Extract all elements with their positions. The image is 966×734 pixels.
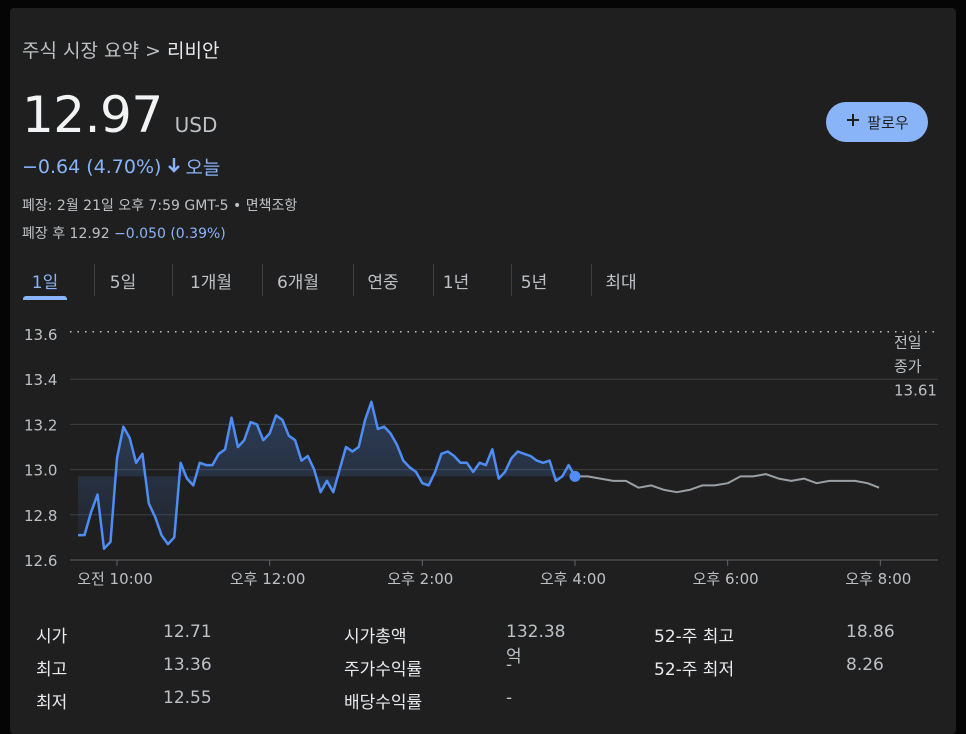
stat-row: 52-주 최저 8.26 (654, 655, 884, 680)
stat-value: 8.26 (846, 655, 884, 675)
active-tab-indicator (23, 296, 67, 300)
previous-close-label: 전일 (894, 334, 922, 352)
x-tick-label: 오후 8:00 (845, 570, 911, 588)
tab-separator (591, 264, 592, 296)
after-hours-price: 폐장 후 12.92 (22, 226, 110, 242)
series-line-regular (78, 400, 577, 550)
close-marker (569, 470, 581, 482)
tab-4[interactable]: 6개월 (276, 273, 320, 293)
stat-row: 시가 12.71 (36, 622, 212, 647)
y-tick-label: 13.0 (24, 462, 57, 480)
price-change-period: 오늘 (185, 157, 221, 179)
currency: USD (174, 113, 218, 137)
x-tick-label: 오후 12:00 (230, 570, 306, 588)
stock-panel (10, 8, 956, 734)
previous-close-label: 13.61 (894, 382, 937, 400)
tab-1[interactable]: 1일 (31, 273, 59, 293)
current-price: 12.97 (22, 86, 163, 144)
stat-label: 최고 (36, 660, 68, 680)
follow-label: 팔로우 (867, 113, 909, 132)
stat-value: - (506, 688, 513, 708)
stat-label: 주가수익률 (344, 660, 423, 680)
stat-row: 52-주 최고 18.86 (654, 622, 895, 647)
stat-row: 주가수익률 - (344, 655, 512, 680)
stat-label: 시가총액 (344, 627, 407, 647)
after-hours-change: −0.050 (0.39%) (114, 226, 226, 242)
tab-7[interactable]: 5년 (520, 273, 548, 293)
tab-separator (262, 264, 263, 296)
y-tick-label: 12.8 (24, 507, 57, 525)
tab-separator (511, 264, 512, 296)
breadcrumb-separator: > (145, 40, 161, 62)
x-tick-label: 오후 6:00 (693, 570, 759, 588)
x-tick-label: 오후 4:00 (540, 570, 606, 588)
stat-row: 시가총액 132.38억 (344, 622, 565, 667)
breadcrumb: 주식 시장 요약 > 리비안 (22, 36, 219, 63)
stat-label: 52-주 최저 (654, 660, 735, 680)
breadcrumb-parent[interactable]: 주식 시장 요약 (22, 40, 139, 62)
stat-value: 12.71 (163, 622, 212, 642)
stat-row: 배당수익률 - (344, 688, 512, 713)
x-tick-label: 오전 10:00 (77, 570, 153, 588)
x-tick-label: 오후 2:00 (387, 570, 453, 588)
breadcrumb-current: 리비안 (166, 40, 220, 62)
tab-3[interactable]: 1개월 (189, 273, 233, 293)
stat-label: 최저 (36, 693, 68, 713)
stat-value: 13.36 (163, 655, 212, 675)
stat-label: 52-주 최고 (654, 627, 735, 647)
series-line-after-hours (575, 473, 880, 494)
after-hours-info: 폐장 후 12.92 −0.050 (0.39%) (22, 223, 226, 243)
stat-value: 18.86 (846, 622, 895, 642)
y-tick-label: 13.4 (24, 371, 57, 389)
stat-value: - (506, 655, 513, 675)
follow-button[interactable]: 팔로우 (826, 102, 928, 142)
stat-label: 배당수익률 (344, 693, 423, 713)
stat-value: 12.55 (163, 688, 212, 708)
tab-separator (353, 264, 354, 296)
tab-separator (433, 264, 434, 296)
stat-row: 최저 12.55 (36, 688, 212, 713)
stat-label: 시가 (36, 627, 68, 647)
arrow-down-icon (167, 156, 181, 178)
series-area-regular (78, 401, 575, 549)
market-closed-info: 폐장: 2월 21일 오후 7:59 GMT-5 • 면책조항 (22, 198, 298, 214)
tab-2[interactable]: 5일 (109, 273, 137, 293)
tab-5[interactable]: 연중 (367, 273, 399, 293)
y-tick-label: 13.2 (24, 416, 57, 434)
price-row: 12.97 USD (22, 86, 217, 144)
price-change: −0.64 (4.70%) 오늘 (22, 153, 220, 180)
y-tick-label: 13.6 (24, 326, 57, 344)
plus-icon (845, 111, 861, 133)
tab-6[interactable]: 1년 (442, 273, 470, 293)
tab-8[interactable]: 최대 (605, 273, 637, 293)
price-change-value: −0.64 (4.70%) (22, 155, 162, 178)
y-tick-label: 12.6 (24, 552, 57, 570)
stat-row: 최고 13.36 (36, 655, 212, 680)
stat-value: 132.38억 (506, 622, 566, 667)
previous-close-label: 종가 (894, 358, 922, 376)
tab-separator (172, 264, 173, 296)
tab-separator (94, 264, 95, 296)
